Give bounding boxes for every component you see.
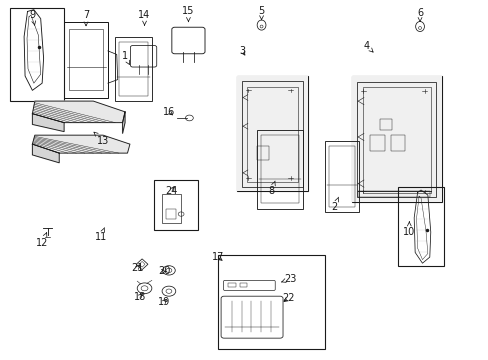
Bar — [242, 81, 303, 187]
Bar — [328, 146, 354, 207]
Bar — [237, 76, 307, 191]
Bar — [246, 87, 298, 182]
Bar — [237, 76, 307, 191]
Polygon shape — [32, 101, 125, 123]
Text: 18: 18 — [133, 292, 145, 302]
Text: 13: 13 — [94, 132, 109, 145]
Bar — [217, 255, 325, 348]
Bar — [397, 187, 444, 266]
Bar — [325, 140, 358, 212]
Text: 14: 14 — [138, 10, 150, 25]
Text: 20: 20 — [158, 266, 170, 276]
Text: 10: 10 — [403, 222, 415, 237]
Bar — [260, 135, 299, 203]
Text: 19: 19 — [158, 297, 170, 307]
Bar — [69, 30, 103, 90]
Bar — [256, 130, 303, 209]
Text: 7: 7 — [83, 10, 89, 26]
Text: 3: 3 — [239, 46, 244, 56]
Polygon shape — [122, 112, 125, 134]
Polygon shape — [32, 114, 64, 132]
Bar — [10, 8, 64, 101]
Text: 15: 15 — [182, 6, 194, 22]
Text: 4: 4 — [363, 41, 372, 52]
Bar — [161, 194, 181, 223]
Text: 21: 21 — [131, 263, 143, 273]
Polygon shape — [32, 144, 59, 163]
Polygon shape — [32, 135, 130, 153]
Bar — [256, 146, 268, 160]
Text: 22: 22 — [282, 293, 294, 303]
Bar — [362, 87, 430, 193]
Text: 1: 1 — [122, 51, 129, 64]
Bar — [239, 283, 246, 287]
Text: 23: 23 — [281, 274, 296, 284]
Text: 9: 9 — [29, 10, 36, 25]
Bar — [64, 22, 108, 98]
Bar — [166, 209, 176, 220]
Bar — [115, 37, 152, 101]
Text: 24: 24 — [165, 186, 177, 196]
Bar — [351, 76, 441, 202]
Bar — [390, 135, 405, 151]
Text: 12: 12 — [36, 233, 48, 248]
Text: 6: 6 — [416, 8, 422, 22]
Text: 11: 11 — [94, 228, 106, 242]
Bar — [351, 76, 441, 202]
Text: 5: 5 — [258, 6, 264, 20]
Bar — [356, 82, 435, 197]
Bar — [357, 191, 429, 197]
Bar — [379, 119, 391, 130]
Text: 8: 8 — [268, 181, 275, 196]
Bar — [154, 180, 198, 230]
Text: 2: 2 — [331, 197, 338, 212]
Bar — [119, 42, 148, 96]
Bar — [228, 283, 235, 287]
Text: 17: 17 — [211, 252, 224, 262]
Bar — [369, 135, 384, 151]
Text: 16: 16 — [163, 107, 175, 117]
